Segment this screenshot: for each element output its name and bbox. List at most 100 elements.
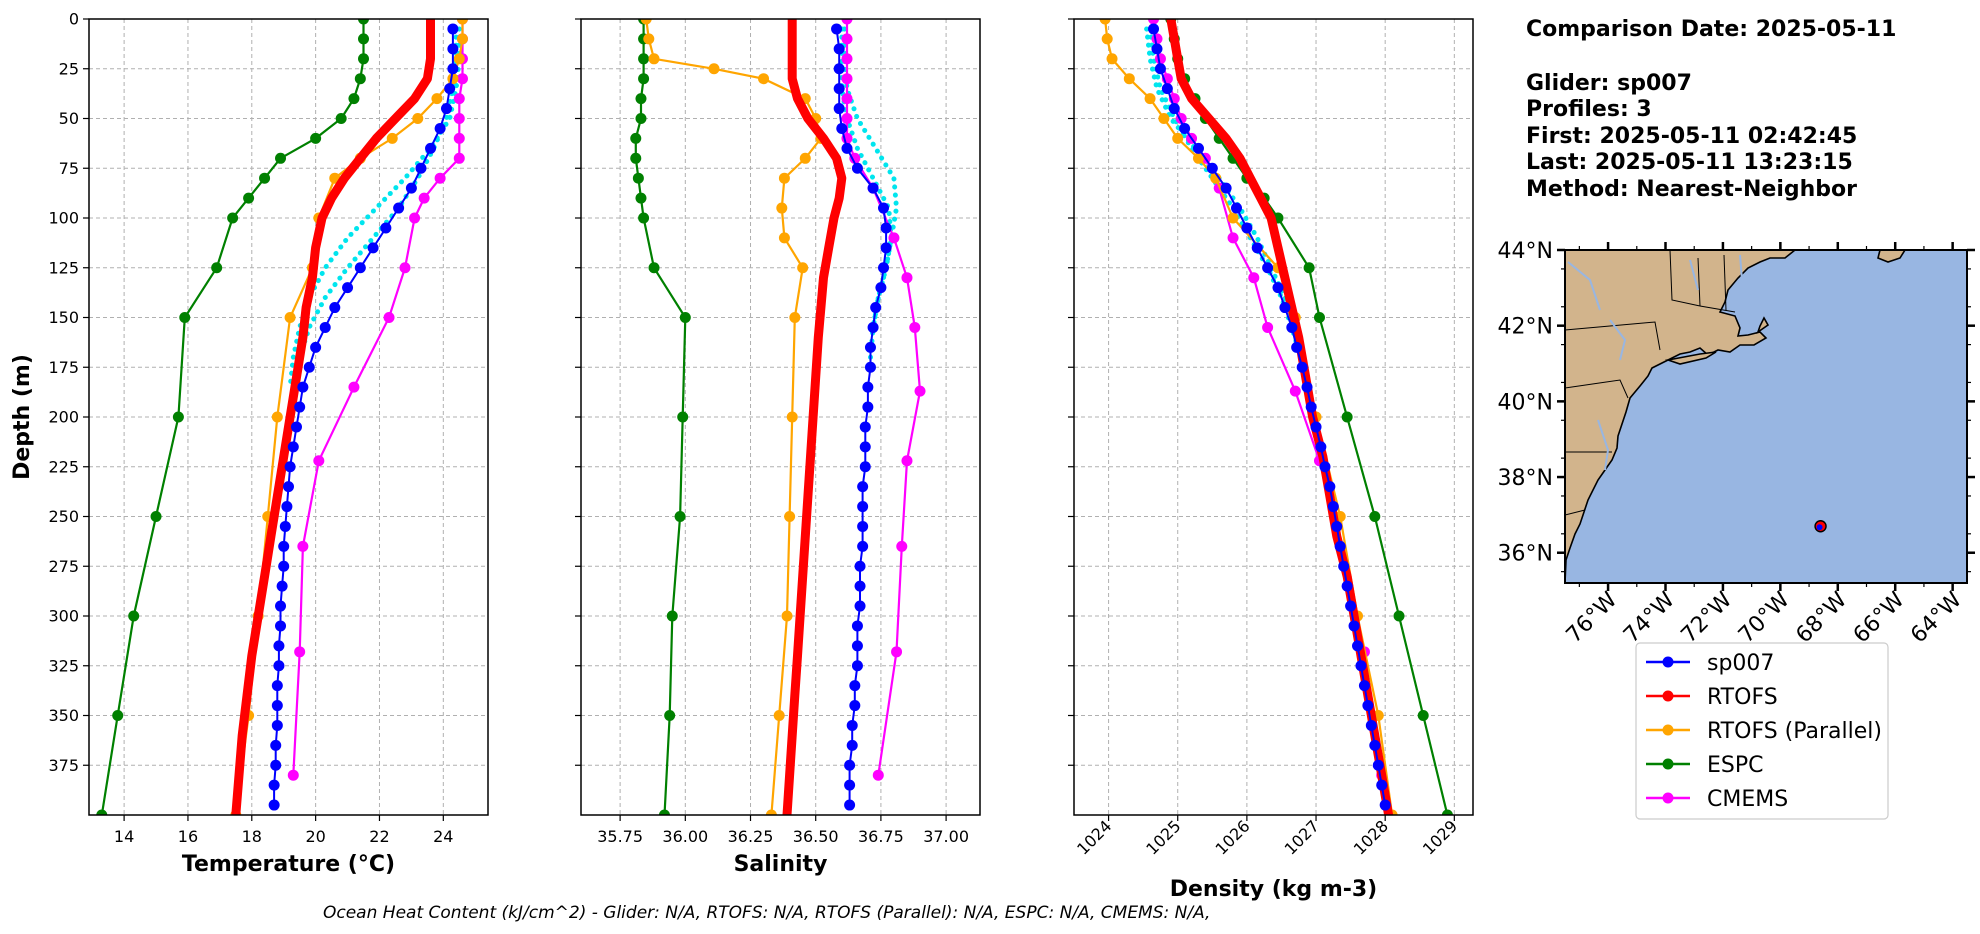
data-point [425, 142, 437, 154]
data-point [1272, 282, 1284, 294]
data-point [179, 312, 191, 323]
data-point [456, 19, 468, 25]
data-point [335, 113, 347, 124]
data-point [788, 34, 797, 43]
data-point [1151, 33, 1163, 45]
y-tick-label: 225 [48, 457, 79, 476]
data-point [1294, 333, 1303, 342]
data-point [849, 152, 861, 164]
data-point [632, 172, 644, 184]
lon-label: 76°W [1562, 587, 1623, 648]
data-point [1280, 273, 1289, 282]
x-tick-label: 22 [369, 827, 389, 846]
series-sp007-profile [284, 26, 459, 440]
data-point [1173, 54, 1182, 63]
data-point [1310, 421, 1322, 433]
data-point [833, 63, 845, 75]
interpolation-method: Method: Nearest-Neighbor [1526, 177, 1857, 202]
series-layer [630, 19, 926, 815]
data-point [851, 660, 863, 672]
data-point [783, 811, 792, 815]
legend-item-sp007: sp007 [1646, 651, 1774, 676]
data-point [431, 93, 443, 105]
x-axis-title: Temperature (°C) [182, 852, 395, 877]
data-point [888, 232, 900, 244]
data-point [857, 501, 869, 513]
data-point [630, 152, 642, 164]
data-point [1289, 385, 1301, 397]
data-point [386, 132, 398, 144]
x-tick-label: 1029 [1419, 816, 1461, 858]
data-point [664, 710, 676, 721]
data-point [273, 640, 285, 652]
x-ticks: 14 16 18 20 22 24 [114, 815, 453, 846]
data-point [418, 192, 430, 204]
series-espc [630, 19, 691, 815]
data-point [788, 731, 797, 740]
data-point [1365, 719, 1377, 731]
data-point [310, 341, 322, 353]
legend-marker [1662, 690, 1674, 702]
data-point [1352, 640, 1364, 652]
data-point [859, 441, 871, 453]
data-point [298, 333, 307, 342]
data-point [283, 481, 294, 493]
data-point [348, 381, 360, 393]
legend-item-cmems: CMEMS [1646, 787, 1788, 812]
legend-marker [1662, 724, 1674, 736]
data-point [303, 361, 315, 373]
lon-label: 66°W [1849, 587, 1910, 648]
data-point [909, 321, 921, 333]
data-point [841, 53, 853, 65]
legend-marker [1662, 656, 1674, 668]
data-point [788, 74, 797, 83]
data-point [243, 192, 255, 204]
data-point [1179, 122, 1191, 134]
data-point [901, 272, 913, 284]
data-point [1341, 411, 1353, 423]
data-point [318, 214, 327, 222]
data-point [841, 93, 853, 105]
data-point [1324, 481, 1336, 493]
data-point [456, 33, 468, 45]
data-point [372, 134, 381, 143]
data-point [851, 162, 863, 174]
data-point [788, 54, 797, 63]
data-point [275, 600, 287, 612]
data-point [1220, 182, 1232, 194]
data-point [247, 651, 256, 660]
data-point [294, 401, 306, 413]
data-point [1372, 759, 1384, 771]
y-tick-label: 350 [48, 706, 79, 725]
data-point [423, 74, 432, 83]
data-point [276, 580, 288, 592]
data-point [273, 492, 282, 501]
data-point [880, 222, 892, 234]
data-point [841, 113, 853, 124]
data-point [434, 172, 446, 184]
data-point [354, 73, 366, 85]
x-axis-title: Salinity [734, 852, 828, 877]
data-point [833, 43, 845, 55]
data-point [844, 779, 856, 791]
x-tick-label: 36.25 [728, 827, 774, 846]
map-land [1565, 250, 1797, 583]
series-espc [96, 19, 370, 815]
legend-label: CMEMS [1707, 787, 1788, 812]
legend-item-rtofs-parallel: RTOFS (Parallel) [1646, 719, 1882, 744]
data-point [878, 202, 890, 214]
data-point [758, 73, 770, 85]
data-point [776, 202, 788, 214]
data-point [811, 373, 820, 382]
data-point [867, 182, 879, 194]
data-point [799, 152, 811, 164]
x-tick-label: 36.00 [662, 827, 708, 846]
data-point [638, 53, 650, 65]
data-point [456, 73, 468, 85]
data-point [367, 242, 379, 254]
data-point [1123, 73, 1135, 85]
data-point [356, 154, 365, 163]
data-point [674, 511, 686, 522]
data-point [271, 719, 283, 731]
